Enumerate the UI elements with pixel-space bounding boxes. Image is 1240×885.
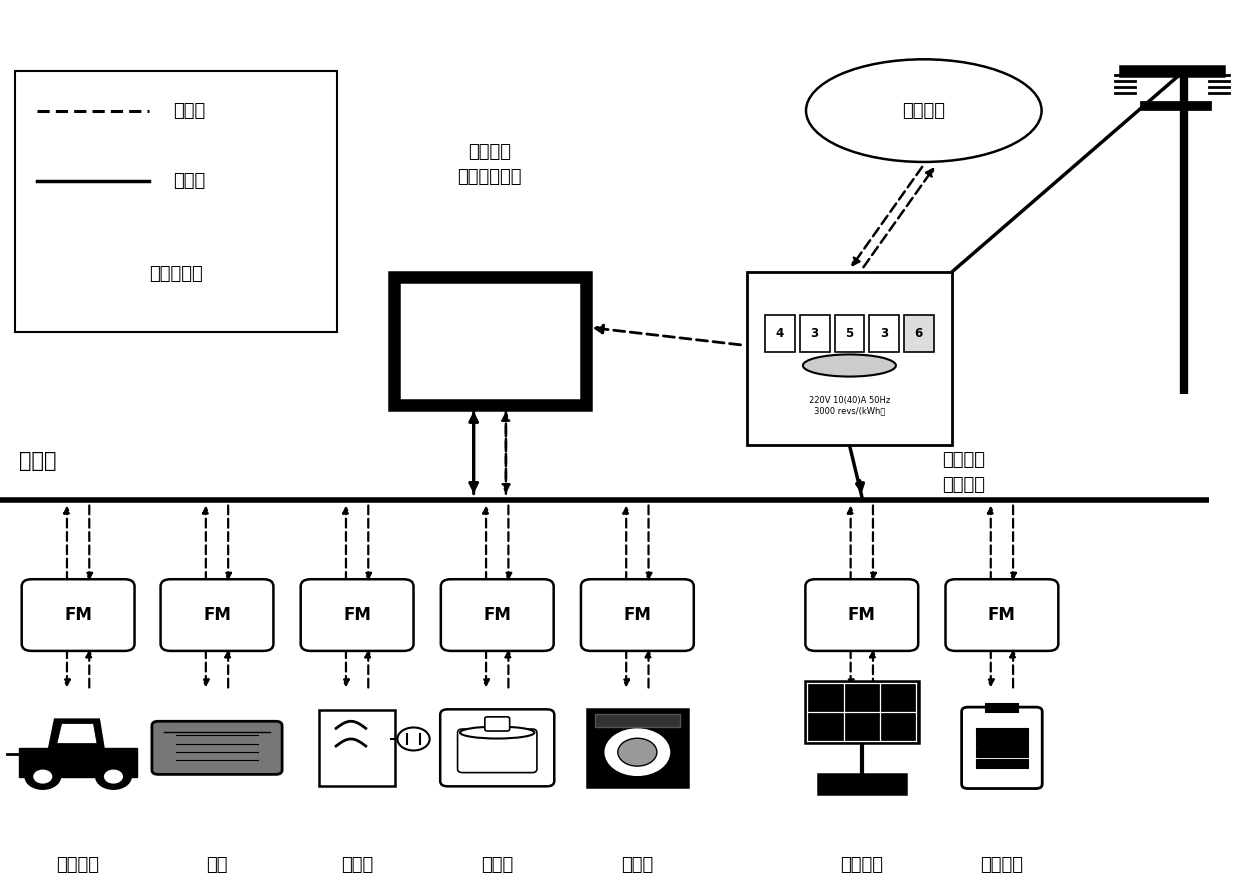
Text: 热水器: 热水器 — [341, 857, 373, 874]
Text: 屋顶光伏: 屋顶光伏 — [841, 857, 883, 874]
Text: 220V 10(40)A 50Hz
3000 revs/(kWh）: 220V 10(40)A 50Hz 3000 revs/(kWh） — [808, 396, 890, 415]
Text: FM: FM — [343, 606, 371, 624]
Text: 储能电池: 储能电池 — [981, 857, 1023, 874]
FancyBboxPatch shape — [800, 315, 830, 352]
Circle shape — [397, 727, 430, 750]
Polygon shape — [20, 748, 138, 777]
Text: 5: 5 — [846, 327, 853, 340]
FancyBboxPatch shape — [588, 709, 687, 787]
Text: 电力用户
能量管理终端: 电力用户 能量管理终端 — [458, 142, 522, 186]
Text: 空调: 空调 — [206, 857, 228, 874]
FancyBboxPatch shape — [394, 276, 587, 405]
FancyBboxPatch shape — [818, 774, 905, 794]
FancyBboxPatch shape — [580, 580, 694, 651]
Text: FM: FM — [484, 606, 511, 624]
FancyBboxPatch shape — [976, 758, 1028, 767]
FancyBboxPatch shape — [962, 707, 1042, 789]
Text: 功能子终端: 功能子终端 — [149, 266, 203, 283]
Polygon shape — [57, 724, 97, 743]
Text: FM: FM — [64, 606, 92, 624]
Ellipse shape — [804, 354, 895, 377]
Text: FM: FM — [988, 606, 1016, 624]
Polygon shape — [48, 719, 104, 748]
FancyBboxPatch shape — [485, 717, 510, 731]
FancyBboxPatch shape — [440, 710, 554, 786]
FancyBboxPatch shape — [835, 315, 864, 352]
FancyBboxPatch shape — [946, 580, 1059, 651]
FancyBboxPatch shape — [986, 704, 1018, 712]
Circle shape — [104, 770, 123, 783]
FancyBboxPatch shape — [441, 580, 553, 651]
FancyBboxPatch shape — [976, 749, 1028, 758]
Text: 充电汽车: 充电汽车 — [57, 857, 99, 874]
FancyBboxPatch shape — [805, 681, 919, 743]
FancyBboxPatch shape — [151, 721, 281, 774]
FancyBboxPatch shape — [904, 315, 934, 352]
FancyBboxPatch shape — [300, 580, 414, 651]
Text: 信息流: 信息流 — [174, 102, 206, 119]
Ellipse shape — [806, 59, 1042, 162]
Circle shape — [33, 770, 52, 783]
FancyBboxPatch shape — [806, 580, 918, 651]
FancyBboxPatch shape — [765, 315, 795, 352]
Text: 6: 6 — [915, 327, 923, 340]
FancyBboxPatch shape — [15, 71, 337, 332]
FancyBboxPatch shape — [160, 580, 273, 651]
Circle shape — [95, 764, 131, 789]
Text: 电网公司: 电网公司 — [903, 102, 945, 119]
Text: 3: 3 — [811, 327, 818, 340]
Text: FM: FM — [203, 606, 231, 624]
Text: FM: FM — [848, 606, 875, 624]
Ellipse shape — [460, 727, 534, 738]
FancyBboxPatch shape — [746, 273, 952, 444]
Text: 电能表: 电能表 — [837, 289, 862, 302]
FancyBboxPatch shape — [869, 315, 899, 352]
Text: FM: FM — [624, 606, 651, 624]
Text: 电饭煌: 电饭煌 — [481, 857, 513, 874]
FancyBboxPatch shape — [976, 728, 1028, 737]
Text: 洗衣机: 洗衣机 — [621, 857, 653, 874]
Text: 电力流: 电力流 — [174, 173, 206, 190]
Text: 电力线: 电力线 — [19, 450, 56, 471]
Text: 3: 3 — [880, 327, 888, 340]
FancyBboxPatch shape — [319, 710, 394, 786]
Text: 电网公司
智能电表: 电网公司 智能电表 — [942, 451, 986, 495]
Text: 4: 4 — [776, 327, 784, 340]
FancyBboxPatch shape — [976, 738, 1028, 747]
FancyBboxPatch shape — [22, 580, 134, 651]
Circle shape — [606, 729, 668, 774]
FancyBboxPatch shape — [458, 729, 537, 773]
Circle shape — [618, 738, 657, 766]
Circle shape — [25, 764, 61, 789]
FancyBboxPatch shape — [595, 713, 680, 727]
